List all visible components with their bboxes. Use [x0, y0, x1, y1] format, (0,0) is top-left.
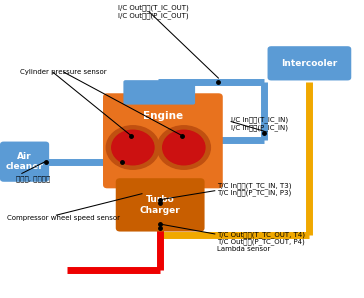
Text: Turbo
Charger: Turbo Charger [140, 195, 181, 215]
FancyBboxPatch shape [116, 178, 205, 232]
Text: I/C In온도(T_IC_IN)
I/C In압력(P_IC_IN): I/C In온도(T_IC_IN) I/C In압력(P_IC_IN) [231, 116, 288, 131]
Circle shape [157, 126, 210, 169]
Text: T/C Out온도(T_TC_OUT, T4)
T/C Out압력(P_TC_OUT, P4)
Lambda sensor: T/C Out온도(T_TC_OUT, T4) T/C Out압력(P_TC_O… [217, 231, 305, 252]
FancyBboxPatch shape [0, 142, 49, 182]
Circle shape [106, 126, 159, 169]
Text: 대기압, 공기온도: 대기압, 공기온도 [16, 176, 51, 182]
Text: T/C In온도(T_TC_IN, T3)
T/C In압력(P_TC_IN, P3): T/C In온도(T_TC_IN, T3) T/C In압력(P_TC_IN, … [217, 182, 291, 196]
Circle shape [112, 130, 154, 165]
Circle shape [163, 130, 205, 165]
FancyBboxPatch shape [123, 80, 195, 105]
Text: Intercooler: Intercooler [281, 59, 337, 68]
Text: Engine: Engine [143, 111, 183, 121]
FancyBboxPatch shape [268, 46, 351, 80]
Text: Cylinder pressure sensor: Cylinder pressure sensor [20, 69, 107, 74]
Text: Air
cleaner: Air cleaner [5, 152, 44, 171]
Text: I/C Out온도(T_IC_OUT)
I/C Out압력(P_IC_OUT): I/C Out온도(T_IC_OUT) I/C Out압력(P_IC_OUT) [118, 4, 189, 19]
Text: Compressor wheel speed sensor: Compressor wheel speed sensor [7, 215, 120, 221]
FancyBboxPatch shape [103, 93, 223, 188]
